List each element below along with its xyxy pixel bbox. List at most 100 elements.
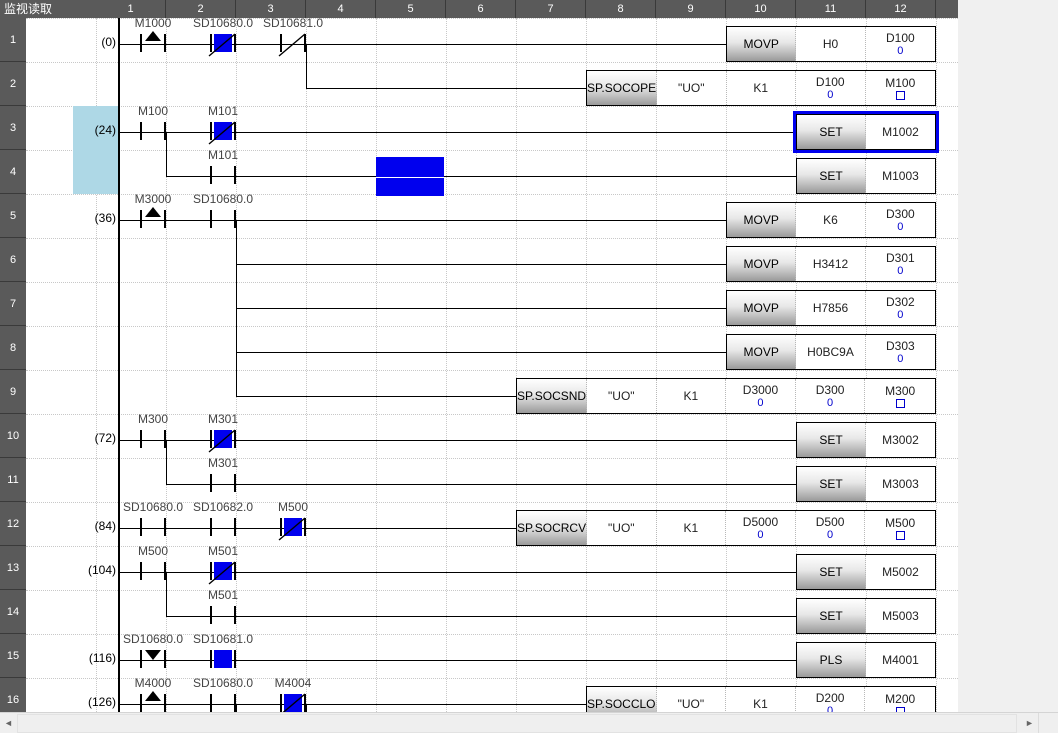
instruction-opcode: SP.SOCRCV (517, 511, 587, 545)
operand-value: "UO" (608, 520, 635, 535)
instruction-set-m5003[interactable]: SET M5003 (796, 598, 936, 634)
row-number-7[interactable]: 7 (0, 282, 26, 326)
operand-value: M200 (885, 691, 916, 706)
instruction-operand: M1002 (866, 115, 935, 149)
instruction-movp-h0-d100[interactable]: MOVP H0 D100 0 (726, 26, 936, 62)
operand-value: M300 (885, 383, 916, 398)
row-number-5[interactable]: 5 (0, 194, 26, 238)
operand-value: M3003 (882, 476, 919, 491)
instruction-set-m1003[interactable]: SET M1003 (796, 158, 936, 194)
instruction-sp-socrcv[interactable]: SP.SOCRCV "UO" K1 D5000 0 D500 0 M500 (516, 510, 936, 546)
operand-value: K1 (753, 696, 768, 711)
instruction-set-m3002[interactable]: SET M3002 (796, 422, 936, 458)
contact-r11_2[interactable]: M301 (201, 456, 245, 502)
scroll-right-arrow-icon[interactable]: ► (1021, 713, 1038, 733)
instruction-opcode: MOVP (727, 27, 797, 61)
row-number-11[interactable]: 11 (0, 458, 26, 502)
row-number-13[interactable]: 13 (0, 546, 26, 590)
column-header-11[interactable]: 11 (796, 0, 866, 18)
row-number-3[interactable]: 3 (0, 106, 26, 150)
contact-r15_2[interactable]: SD10681.0 (193, 632, 253, 678)
horizontal-scrollbar[interactable]: ◄ ► (0, 712, 1058, 733)
instruction-operand: M3002 (866, 423, 935, 457)
row-number-1[interactable]: 1 (0, 18, 26, 62)
column-header-8[interactable]: 8 (586, 0, 656, 18)
rung5-wire (118, 220, 236, 221)
contact-r16_3[interactable]: M4004 (271, 676, 315, 712)
instruction-operand: D100 0 (865, 27, 936, 61)
row-number-15[interactable]: 15 (0, 634, 26, 678)
operand-value: M3002 (882, 432, 919, 447)
row-number-8[interactable]: 8 (0, 326, 26, 370)
contact-r1_1[interactable]: M1000 (131, 18, 175, 62)
row-number-12[interactable]: 12 (0, 502, 26, 546)
contact-label: M100 (137, 104, 169, 118)
operand-value: M100 (885, 75, 916, 90)
contact-r12_1[interactable]: SD10680.0 (123, 500, 183, 546)
instruction-set-m3003[interactable]: SET M3003 (796, 466, 936, 502)
row-number-2[interactable]: 2 (0, 62, 26, 106)
column-header-2[interactable]: 2 (166, 0, 236, 18)
contact-r15_1[interactable]: SD10680.0 (123, 632, 183, 678)
column-header-12[interactable]: 12 (866, 0, 936, 18)
row-number-4[interactable]: 4 (0, 150, 26, 194)
instruction-operand: M5002 (866, 555, 935, 589)
rung15-wire (118, 660, 796, 661)
instruction-sp-socclo[interactable]: SP.SOCCLO "UO" K1 D200 0 M200 (586, 686, 936, 712)
contact-r3_1[interactable]: M100 (131, 104, 175, 150)
instruction-operand: D3000 0 (726, 379, 796, 413)
contact-bars (280, 694, 306, 712)
grid-row-line (26, 502, 958, 503)
contact-r1_3[interactable]: SD10681.0 (263, 18, 323, 62)
row-number-14[interactable]: 14 (0, 590, 26, 634)
contact-r14_2[interactable]: M501 (201, 588, 245, 634)
instruction-movp-h0bc9a-d303[interactable]: MOVP H0BC9A D303 0 (726, 334, 936, 370)
instruction-movp-h7856-d302[interactable]: MOVP H7856 D302 0 (726, 290, 936, 326)
column-header-1[interactable]: 1 (96, 0, 166, 18)
contact-r12_3[interactable]: M500 (271, 500, 315, 546)
contact-r3_2[interactable]: M101 (201, 104, 245, 150)
contact-r13_1[interactable]: M500 (131, 544, 175, 590)
instruction-set-m1002[interactable]: SET M1002 (793, 111, 939, 153)
column-header-3[interactable]: 3 (236, 0, 306, 18)
column-header-5[interactable]: 5 (376, 0, 446, 18)
operand-value: D3000 (742, 382, 779, 397)
operand-monitor-value: 0 (897, 352, 904, 365)
grid-row-line (26, 370, 958, 371)
instruction-operand: K1 (656, 379, 727, 413)
contact-r5_1[interactable]: M3000 (131, 192, 175, 238)
contact-r12_2[interactable]: SD10682.0 (193, 500, 253, 546)
column-header-10[interactable]: 10 (726, 0, 796, 18)
instruction-movp-k6-d300[interactable]: MOVP K6 D300 0 (726, 202, 936, 238)
contact-r10_1[interactable]: M300 (131, 412, 175, 458)
row-number-10[interactable]: 10 (0, 414, 26, 458)
contact-r16_2[interactable]: SD10680.0 (193, 676, 253, 712)
instruction-sp-socope[interactable]: SP.SOCOPE "UO" K1 D100 0 M100 (586, 70, 936, 106)
operand-monitor-value: 0 (897, 308, 904, 321)
contact-r13_2[interactable]: M501 (201, 544, 245, 590)
ladder-canvas[interactable]: M1000 SD10680.0 SD10681.0 M100 M101 M101 M3000… (26, 18, 958, 712)
scroll-left-arrow-icon[interactable]: ◄ (0, 713, 17, 733)
scrollbar-thumb[interactable] (17, 714, 1017, 733)
column-header-6[interactable]: 6 (446, 0, 516, 18)
column-header-4[interactable]: 4 (306, 0, 376, 18)
contact-r16_1[interactable]: M4000 (131, 676, 175, 712)
instruction-sp-socsnd[interactable]: SP.SOCSND "UO" K1 D3000 0 D300 0 M300 (516, 378, 936, 414)
normally-closed-slash (206, 120, 240, 145)
contact-r4_2[interactable]: M101 (201, 148, 245, 194)
contact-r5_2[interactable]: SD10680.0 (193, 192, 253, 238)
row-number-label: 5 (9, 210, 17, 222)
operand-value: D100 (815, 74, 845, 89)
instruction-set-m5002[interactable]: SET M5002 (796, 554, 936, 590)
instruction-pls-m4001[interactable]: PLS M4001 (796, 642, 936, 678)
contact-r1_2[interactable]: SD10680.0 (193, 18, 253, 62)
column-header-9[interactable]: 9 (656, 0, 726, 18)
row-number-9[interactable]: 9 (0, 370, 26, 414)
contact-r10_2[interactable]: M301 (201, 412, 245, 458)
column-header-7[interactable]: 7 (516, 0, 586, 18)
instruction-operand: "UO" (587, 511, 657, 545)
grid-column-line (446, 18, 447, 712)
instruction-movp-h3412-d301[interactable]: MOVP H3412 D301 0 (726, 246, 936, 282)
row-number-6[interactable]: 6 (0, 238, 26, 282)
edit-cursor-block[interactable] (376, 157, 444, 196)
